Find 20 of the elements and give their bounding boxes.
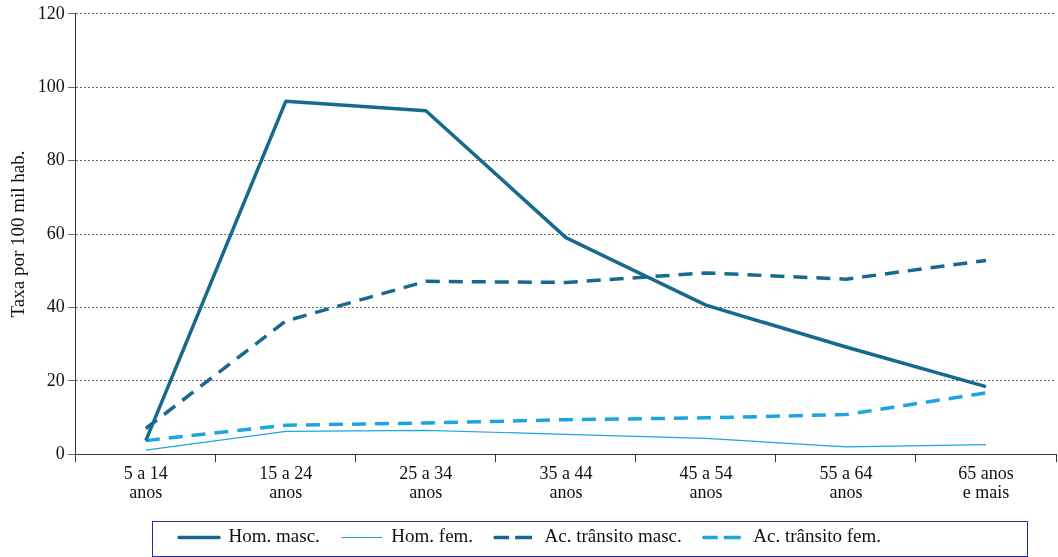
x-tick-label: 5 a 14 anos <box>123 463 168 503</box>
y-axis-title: Taxa por 100 mil hab. <box>7 150 29 318</box>
legend-label: Ac. trânsito fem. <box>753 525 881 547</box>
y-tick-label: 60 <box>46 222 65 243</box>
y-tick-label: 100 <box>37 75 65 96</box>
legend-label: Hom. fem. <box>391 525 474 547</box>
legend-label: Ac. trânsito masc. <box>544 525 682 547</box>
x-tick-label: 25 a 34 anos <box>399 463 453 503</box>
x-tick-label: 55 a 64 anos <box>819 463 873 503</box>
x-tick-label: 35 a 44 anos <box>539 463 593 503</box>
y-tick-label: 20 <box>46 369 65 390</box>
y-tick-label: 40 <box>46 296 65 317</box>
x-tick-label: 45 a 54 anos <box>679 463 733 503</box>
y-tick-label: 120 <box>37 2 65 23</box>
y-tick-label: 0 <box>55 442 65 463</box>
legend-label: Hom. masc. <box>228 525 320 547</box>
y-tick-label: 80 <box>46 149 65 170</box>
x-tick-label: 65 anos e mais <box>958 463 1014 503</box>
x-tick-label: 15 a 24 anos <box>259 463 313 503</box>
line-series <box>144 391 988 443</box>
